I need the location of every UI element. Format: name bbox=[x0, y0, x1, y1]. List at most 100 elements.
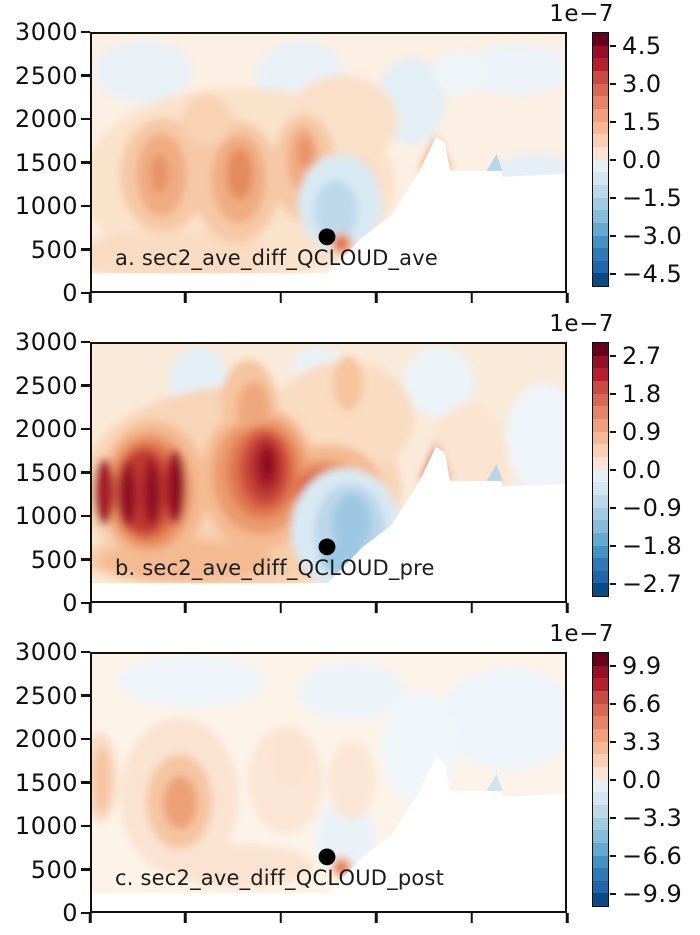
y-tick-label: 0 bbox=[62, 279, 78, 307]
y-tick-mark bbox=[81, 30, 90, 34]
colorbar-tick-label: 1.8 bbox=[622, 380, 662, 409]
colorbar-segment bbox=[593, 96, 608, 109]
colorbar-segment bbox=[593, 431, 608, 445]
colorbar-segment bbox=[593, 406, 608, 419]
colorbar-tick-label: 0.9 bbox=[622, 418, 662, 447]
colorbar-tick: −0.9 bbox=[610, 494, 682, 522]
colorbar-segment bbox=[593, 380, 608, 394]
colorbar-tick-mark bbox=[610, 120, 616, 124]
y-tick-row: 3000 bbox=[15, 328, 90, 356]
colorbar-tick: −1.8 bbox=[610, 532, 682, 560]
colorbar-segment bbox=[593, 197, 608, 211]
colorbar-tick-mark bbox=[610, 506, 616, 510]
colorbar-segment bbox=[593, 855, 608, 869]
colorbar-tick-label: 3.3 bbox=[622, 728, 662, 757]
y-tick-mark bbox=[81, 650, 90, 654]
colorbar-tick-label: 3.0 bbox=[622, 70, 662, 99]
colorbar-segment bbox=[593, 804, 608, 818]
colorbar-segment bbox=[593, 678, 608, 691]
y-tick-mark bbox=[81, 824, 90, 828]
colorbar-tick-label: 4.5 bbox=[622, 32, 662, 61]
colorbar-segment bbox=[593, 418, 608, 432]
colorbar-tick-mark bbox=[610, 544, 616, 548]
colorbar-segment bbox=[593, 703, 608, 717]
y-tick-row: 0 bbox=[62, 589, 90, 617]
y-tick-mark bbox=[81, 694, 90, 697]
colorbar-tick-mark bbox=[610, 82, 616, 86]
y-tick-row: 500 bbox=[31, 236, 90, 264]
colorbar-tick-mark bbox=[610, 778, 616, 782]
colorbar-tick: 3.0 bbox=[610, 70, 662, 98]
colorbar-segment bbox=[593, 393, 608, 407]
x-tick-mark bbox=[279, 292, 283, 303]
terrain-mask bbox=[92, 446, 565, 601]
colorbar-segment bbox=[593, 33, 608, 46]
colorbar-tick-mark bbox=[610, 354, 616, 358]
y-tick-mark bbox=[81, 737, 90, 741]
y-tick-label: 0 bbox=[62, 589, 78, 617]
colorbar-tick: 3.3 bbox=[610, 728, 662, 756]
colorbar-tick-mark bbox=[610, 664, 616, 668]
colorbar-segment bbox=[593, 482, 608, 495]
y-tick-row: 0 bbox=[62, 899, 90, 927]
colorbar-tick: 4.5 bbox=[610, 32, 662, 60]
x-axis bbox=[88, 291, 569, 305]
y-tick-label: 2500 bbox=[14, 371, 78, 400]
x-tick-mark bbox=[374, 912, 378, 923]
y-tick-mark bbox=[81, 427, 90, 431]
x-tick-mark bbox=[470, 292, 473, 303]
colorbar-tick-label: −3.0 bbox=[622, 221, 683, 250]
colorbar-tick-mark bbox=[610, 196, 616, 200]
colorbar-tick: −9.9 bbox=[610, 880, 682, 908]
colorbar-tick-label: −4.5 bbox=[622, 259, 683, 288]
y-tick-row: 2000 bbox=[15, 415, 90, 443]
colorbar-segment bbox=[593, 766, 608, 780]
contour-field bbox=[92, 34, 565, 291]
x-tick-mark bbox=[374, 292, 378, 303]
colorbar-tick: 0.9 bbox=[610, 418, 662, 446]
colorbar-tick: 9.9 bbox=[610, 652, 662, 680]
colorbar-offset-label: 1e−7 bbox=[549, 311, 614, 337]
colorbar-tick-label: −2.7 bbox=[622, 569, 683, 598]
station-marker-dot bbox=[318, 538, 336, 556]
x-tick-mark bbox=[565, 912, 569, 923]
colorbar-tick: 0.0 bbox=[610, 146, 662, 174]
plot-area-c: c. sec2_ave_diff_QCLOUD_post bbox=[90, 652, 567, 913]
colorbar-tick: 0.0 bbox=[610, 456, 662, 484]
colorbar-segment bbox=[593, 558, 608, 571]
colorbar-segment bbox=[593, 235, 608, 249]
colorbar-tick: −3.0 bbox=[610, 222, 682, 250]
colorbar: 9.9 6.6 3.3 0.0 −3.3 −6.6 −9.9 bbox=[592, 652, 700, 913]
x-tick-mark bbox=[184, 602, 187, 613]
colorbar-tick: −2.7 bbox=[610, 570, 682, 598]
y-tick-mark bbox=[81, 74, 90, 77]
y-tick-label: 1000 bbox=[14, 812, 78, 840]
x-axis bbox=[88, 911, 569, 925]
colorbar-tick-mark bbox=[610, 272, 616, 276]
colorbar-segment bbox=[593, 817, 608, 831]
colorbar-tick-mark bbox=[610, 44, 616, 48]
y-tick-label: 500 bbox=[30, 235, 78, 264]
terrain-mask bbox=[92, 756, 565, 911]
panel-label: b. sec2_ave_diff_QCLOUD_pre bbox=[115, 556, 435, 580]
x-tick-mark bbox=[279, 602, 283, 613]
colorbar-gradient bbox=[592, 652, 609, 907]
colorbar-segment bbox=[593, 570, 608, 584]
panel-b: 1e−7 3000 2500 2000 1500 1000 500 0 bbox=[0, 311, 700, 647]
colorbar-segment bbox=[593, 469, 608, 483]
x-axis bbox=[88, 601, 569, 615]
colorbar-segment bbox=[593, 222, 608, 236]
x-tick-mark bbox=[88, 602, 92, 613]
colorbar-segment bbox=[593, 343, 608, 356]
colorbar-segment bbox=[593, 830, 608, 843]
colorbar-segment bbox=[593, 532, 608, 546]
colorbar-tick-mark bbox=[610, 234, 616, 238]
colorbar-segment bbox=[593, 520, 608, 533]
colorbar-tick-mark bbox=[610, 392, 616, 396]
panel-a: 1e−7 3000 2500 2000 1500 1000 500 0 bbox=[0, 1, 700, 337]
colorbar-tick-label: 9.9 bbox=[622, 652, 662, 681]
y-tick-row: 3000 bbox=[15, 638, 90, 666]
colorbar-segment bbox=[593, 172, 608, 185]
colorbar-segment bbox=[593, 665, 608, 679]
